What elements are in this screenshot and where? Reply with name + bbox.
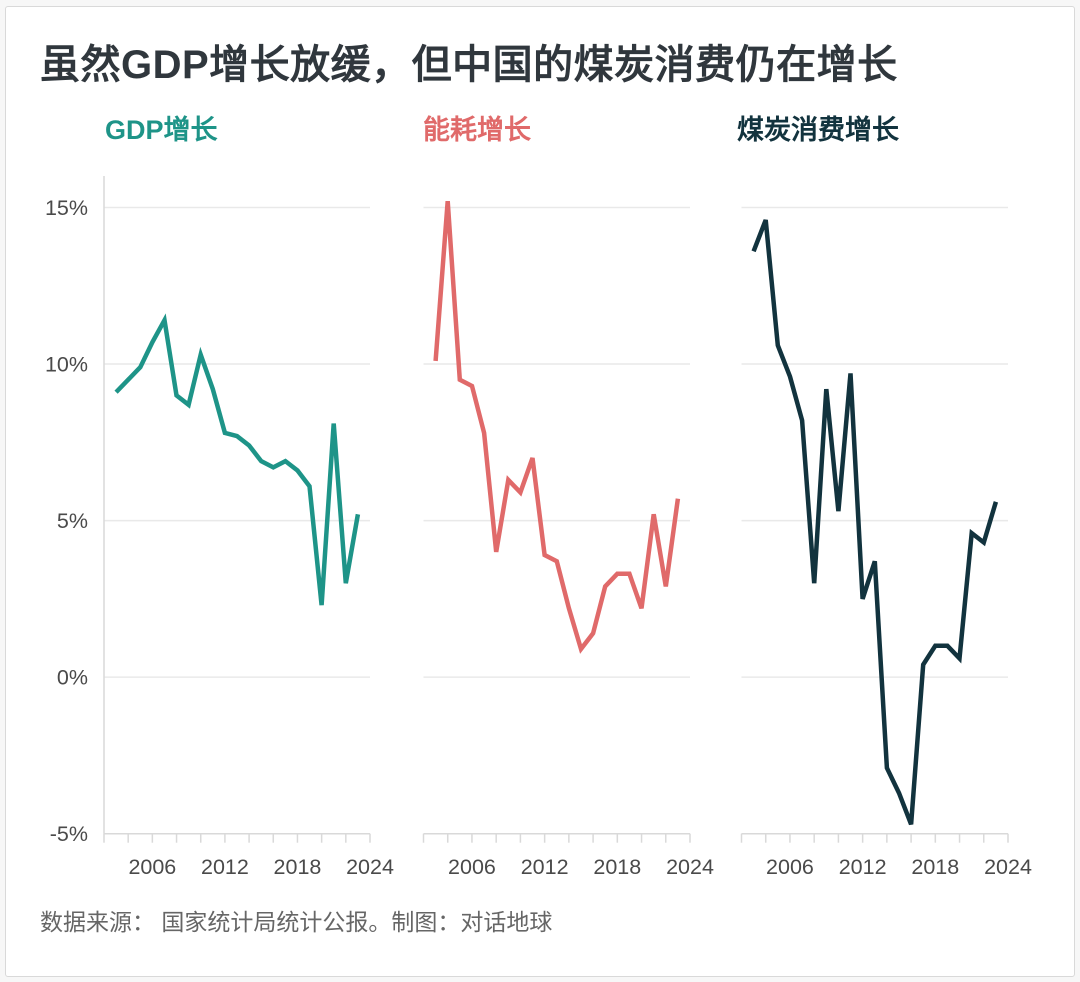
x-axis-label: 2024: [984, 855, 1032, 879]
x-axis-label: 2018: [593, 855, 641, 879]
x-axis-label: 2024: [346, 855, 394, 879]
x-axis-label: 2024: [666, 855, 714, 879]
y-axis-label: 15%: [45, 196, 88, 220]
x-axis-label: 2006: [766, 855, 814, 879]
chart-title: 虽然GDP增长放缓，但中国的煤炭消费仍在增长: [40, 43, 898, 87]
source-note: 数据来源： 国家统计局统计公报。制图：对话地球: [40, 909, 553, 935]
x-axis-label: 2018: [274, 855, 322, 879]
x-axis-label: 2006: [448, 855, 496, 879]
y-axis-label: 10%: [45, 353, 88, 377]
panel-header-gdp-growth: GDP增长: [105, 115, 218, 145]
chart-card: [5, 6, 1075, 977]
x-axis-label: 2018: [911, 855, 959, 879]
panel-header-coal-growth: 煤炭消费增长: [737, 115, 899, 145]
y-axis-label: 5%: [57, 509, 88, 533]
y-axis-label: 0%: [57, 666, 88, 690]
x-axis-label: 2012: [839, 855, 887, 879]
x-axis-label: 2006: [128, 855, 176, 879]
x-axis-label: 2012: [201, 855, 249, 879]
x-axis-label: 2012: [521, 855, 569, 879]
series-line-gdp: [114, 313, 361, 606]
y-axis-label: -5%: [50, 822, 88, 846]
panel-header-energy-growth: 能耗增长: [423, 115, 531, 145]
series-line-energy: [433, 201, 681, 654]
series-line-coal: [751, 219, 999, 826]
